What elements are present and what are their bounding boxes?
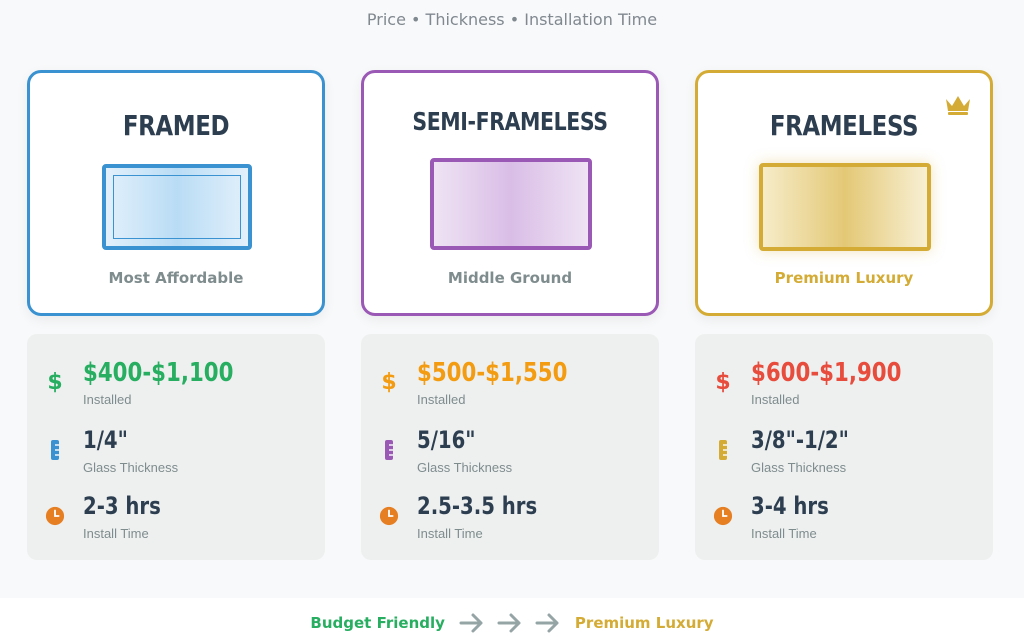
clock-icon: [379, 504, 399, 528]
option-card: FRAMELESS Premium Luxury: [695, 70, 993, 316]
glass-frame-inner: [113, 175, 241, 239]
option-framed: FRAMED Most Affordable $ $400-$1,100 Ins…: [27, 70, 325, 560]
option-caption: Premium Luxury: [774, 269, 914, 287]
time-value: 2.5-3.5 hrs: [417, 492, 538, 520]
thickness-label: Glass Thickness: [83, 460, 179, 475]
clock-icon: [45, 504, 65, 528]
arrow-sequence: [459, 612, 561, 634]
ruler-icon: [379, 438, 399, 462]
option-frameless: FRAMELESS Premium Luxury $ $600-$1,900 I…: [695, 70, 993, 560]
clock-icon: [713, 504, 733, 528]
option-semi-frameless: SEMI-FRAMELESS Middle Ground $ $500-$1,5…: [361, 70, 659, 560]
spec-panel: $ $500-$1,550 Installed 5/16" Glass Thic…: [361, 334, 659, 560]
arrow-right-icon: [497, 613, 521, 633]
arrow-right-icon: [459, 613, 483, 633]
price-value: $400-$1,100: [83, 358, 234, 388]
option-card: FRAMED Most Affordable: [27, 70, 325, 316]
arrow-right-icon: [535, 613, 559, 633]
option-title: SEMI-FRAMELESS: [412, 107, 608, 136]
time-label: Install Time: [83, 526, 149, 541]
spec-panel: $ $600-$1,900 Installed 3/8"-1/2" Glass …: [695, 334, 993, 560]
footer-budget-label: Budget Friendly: [310, 614, 445, 632]
price-label: Installed: [417, 392, 466, 407]
price-label: Installed: [751, 392, 800, 407]
dollar-icon: $: [47, 369, 63, 395]
option-card: SEMI-FRAMELESS Middle Ground: [361, 70, 659, 316]
option-title: FRAMED: [122, 109, 230, 142]
time-value: 3-4 hrs: [751, 492, 829, 520]
ruler-icon: [45, 438, 65, 462]
dollar-icon: $: [381, 369, 397, 395]
footer-premium-label: Premium Luxury: [574, 614, 714, 632]
price-value: $500-$1,550: [417, 358, 568, 388]
semi-frameless-glass-illustration: [430, 158, 592, 250]
frameless-glass-illustration: [759, 163, 931, 251]
price-value: $600-$1,900: [751, 358, 902, 388]
crown-icon: [946, 96, 970, 115]
spec-panel: $ $400-$1,100 Installed 1/4" Glass Thick…: [27, 334, 325, 560]
price-label: Installed: [83, 392, 132, 407]
option-caption: Middle Ground: [447, 269, 573, 287]
option-title: FRAMELESS: [769, 109, 919, 142]
ruler-icon: [713, 438, 733, 462]
thickness-value: 1/4": [83, 426, 128, 454]
time-label: Install Time: [751, 526, 817, 541]
thickness-label: Glass Thickness: [417, 460, 513, 475]
framed-glass-illustration: [102, 164, 252, 250]
thickness-value: 3/8"-1/2": [751, 426, 849, 454]
dollar-icon: $: [715, 369, 731, 395]
thickness-label: Glass Thickness: [751, 460, 847, 475]
option-caption: Most Affordable: [108, 269, 244, 287]
thickness-value: 5/16": [417, 426, 476, 454]
price-scale-footer: Budget Friendly Premium Luxury: [0, 608, 1024, 638]
page-subtitle: Price • Thickness • Installation Time: [366, 10, 658, 29]
time-value: 2-3 hrs: [83, 492, 161, 520]
time-label: Install Time: [417, 526, 483, 541]
